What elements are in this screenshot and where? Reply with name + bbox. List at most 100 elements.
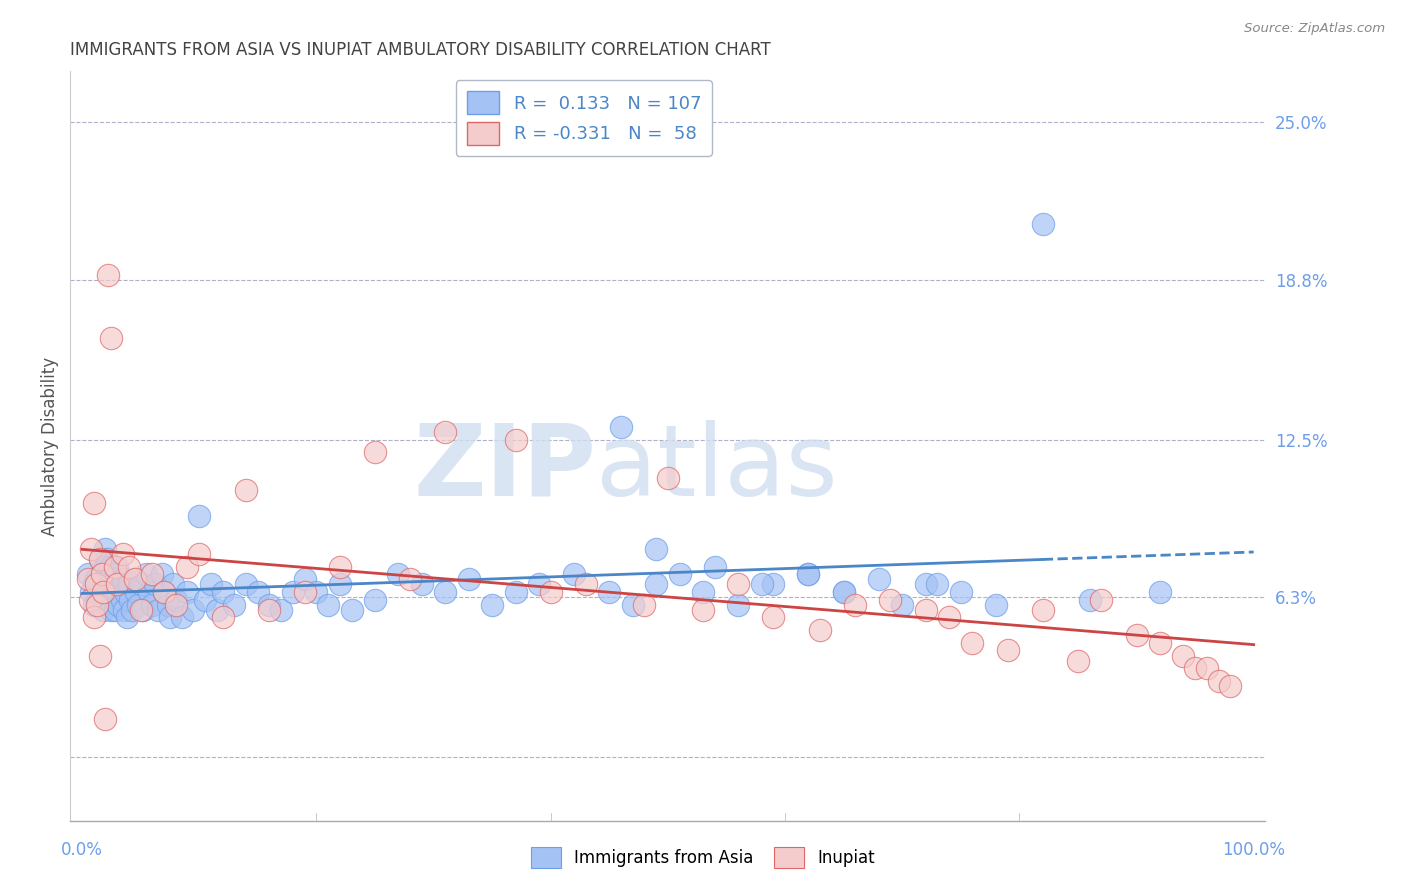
Point [111,592,134,607]
Point [104,559,127,574]
Point [156,598,179,612]
Point [527,577,550,591]
Text: 0.0%: 0.0% [60,841,103,859]
Point [94,577,117,591]
Point [645,577,668,591]
Point [294,572,316,586]
Point [505,433,527,447]
Point [797,567,820,582]
Point [633,598,655,612]
Point [692,603,714,617]
Point [188,547,211,561]
Point [399,572,422,586]
Point [86,598,108,612]
Point [112,603,135,617]
Point [457,572,479,586]
Point [481,598,503,612]
Point [1149,636,1171,650]
Point [246,585,269,599]
Point [364,592,387,607]
Point [832,585,855,599]
Text: atlas: atlas [596,420,838,517]
Point [91,585,114,599]
Point [1067,654,1090,668]
Point [200,577,222,591]
Point [100,331,122,345]
Point [727,598,749,612]
Point [115,610,138,624]
Point [110,577,132,591]
Point [98,559,121,574]
Point [1208,673,1230,688]
Point [294,585,316,599]
Point [118,577,141,591]
Point [235,577,257,591]
Point [89,648,111,663]
Point [224,598,246,612]
Point [176,559,198,574]
Point [575,577,598,591]
Point [1219,679,1241,693]
Point [89,552,111,566]
Point [105,577,128,591]
Point [98,572,120,586]
Point [153,585,176,599]
Point [1195,661,1218,675]
Point [657,471,679,485]
Point [235,483,257,498]
Point [387,567,409,582]
Point [97,567,120,582]
Point [1090,592,1112,607]
Point [94,559,117,574]
Point [112,547,135,561]
Point [808,623,831,637]
Text: IMMIGRANTS FROM ASIA VS INUPIAT AMBULATORY DISABILITY CORRELATION CHART: IMMIGRANTS FROM ASIA VS INUPIAT AMBULATO… [70,41,770,59]
Point [797,567,820,582]
Point [540,585,562,599]
Point [91,577,114,591]
Legend: Immigrants from Asia, Inupiat: Immigrants from Asia, Inupiat [524,840,882,875]
Point [183,603,205,617]
Point [211,610,233,624]
Point [83,577,105,591]
Point [107,598,129,612]
Point [305,585,328,599]
Point [94,712,117,726]
Text: ZIP: ZIP [413,420,596,517]
Point [141,567,163,582]
Point [879,592,901,607]
Point [105,559,128,574]
Point [114,585,136,599]
Point [90,567,114,582]
Point [914,603,936,617]
Point [150,567,173,582]
Point [100,577,122,591]
Point [194,592,217,607]
Point [329,577,352,591]
Point [76,572,98,586]
Point [165,592,187,607]
Point [159,610,181,624]
Point [104,603,127,617]
Point [211,585,233,599]
Point [86,592,108,607]
Point [132,603,155,617]
Point [434,585,457,599]
Point [97,585,120,599]
Point [84,577,107,591]
Point [844,598,866,612]
Point [124,572,146,586]
Point [259,598,281,612]
Point [598,585,620,599]
Point [832,585,855,599]
Point [162,577,184,591]
Point [125,585,148,599]
Point [891,598,914,612]
Point [138,585,160,599]
Point [83,598,105,612]
Point [868,572,890,586]
Point [364,445,387,459]
Point [118,559,141,574]
Point [562,567,585,582]
Point [505,585,527,599]
